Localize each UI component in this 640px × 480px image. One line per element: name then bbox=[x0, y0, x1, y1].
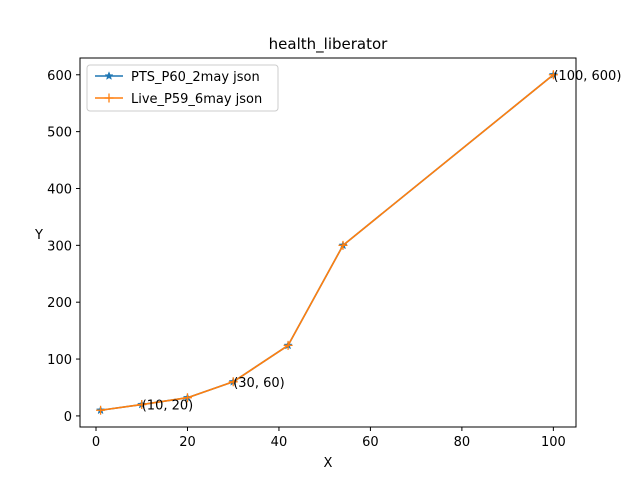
data-point bbox=[283, 340, 293, 350]
series-2 bbox=[96, 70, 558, 415]
data-point bbox=[228, 377, 238, 387]
y-tick-label: 200 bbox=[47, 296, 72, 311]
y-tick-label: 400 bbox=[47, 182, 72, 197]
data-point bbox=[548, 70, 558, 80]
y-tick-label: 100 bbox=[47, 353, 72, 368]
axes-frame bbox=[79, 57, 577, 428]
data-point bbox=[96, 405, 106, 415]
plot-area: 0 20 40 60 80 100 0 100 200 300 400 500 600 (10, 20) (… bbox=[47, 57, 621, 450]
legend-box bbox=[86, 64, 279, 112]
annotation-label: (10, 20) bbox=[142, 399, 194, 414]
data-point bbox=[182, 393, 192, 403]
legend-label: PTS_P60_2may json bbox=[131, 70, 260, 85]
x-axis-title: X bbox=[324, 456, 333, 471]
data-point bbox=[137, 400, 147, 410]
x-tick-label: 100 bbox=[541, 435, 566, 450]
y-axis-title: Y bbox=[34, 228, 43, 243]
y-tick-label: 300 bbox=[47, 239, 72, 254]
legend-marker bbox=[104, 93, 114, 103]
y-tick-label: 0 bbox=[64, 410, 72, 425]
x-tick-label: 40 bbox=[271, 435, 288, 450]
x-tick-label: 20 bbox=[179, 435, 196, 450]
y-tick-label: 600 bbox=[47, 69, 72, 84]
data-point bbox=[338, 240, 348, 250]
x-tick-label: 60 bbox=[362, 435, 379, 450]
annotation-label: (30, 60) bbox=[233, 376, 284, 391]
y-tick-label: 500 bbox=[47, 126, 72, 141]
legend: PTS_P60_2may json Live_P59_6may json bbox=[86, 64, 279, 112]
chart-title: health_liberator bbox=[269, 35, 388, 54]
legend-marker bbox=[104, 71, 114, 80]
x-tick-label: 0 bbox=[92, 435, 100, 450]
annotation-label: (100, 600) bbox=[553, 69, 621, 84]
legend-item: Live_P59_6may json bbox=[95, 92, 262, 107]
x-tick-label: 80 bbox=[454, 435, 471, 450]
legend-label: Live_P59_6may json bbox=[131, 92, 262, 107]
legend-item: PTS_P60_2may json bbox=[95, 70, 260, 85]
